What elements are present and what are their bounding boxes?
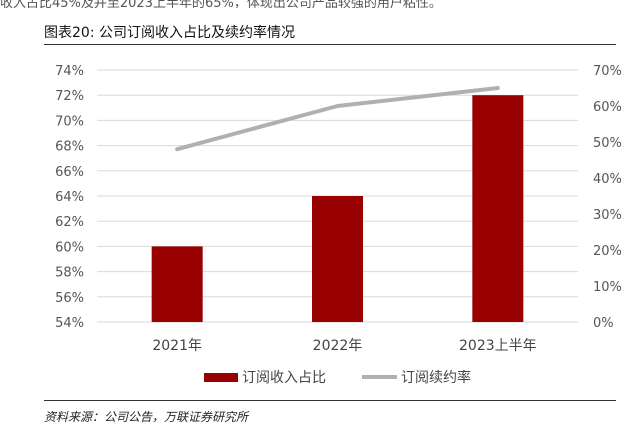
category-label: 2021年	[152, 338, 202, 354]
right-tick-label: 0%	[593, 316, 614, 331]
source-note: 资料来源：公司公告，万联证券研究所	[44, 410, 249, 424]
right-tick-label: 60%	[593, 100, 622, 115]
category-labels: 2021年 2022年 2023上半年	[152, 338, 536, 354]
right-tick-label: 10%	[593, 280, 622, 295]
top-text-fragment: 收入占比45%及并至2023上半年的65%，体现出公司产品较强的用户粘性。	[0, 0, 442, 8]
left-axis-ticks: 54% 56% 58% 60% 62% 64% 66% 68% 70% 72% 74%	[55, 64, 84, 331]
right-tick-label: 50%	[593, 136, 622, 151]
bar	[472, 95, 524, 322]
bar-series	[151, 95, 524, 322]
legend-bar-swatch	[204, 373, 238, 382]
legend: 订阅收入占比 订阅续约率	[204, 369, 471, 386]
left-tick-label: 54%	[55, 316, 84, 331]
left-tick-label: 62%	[55, 215, 84, 230]
bar	[151, 246, 203, 322]
chart: 54% 56% 58% 60% 62% 64% 66% 68% 70% 72% 74% 0% 10% 2…	[55, 64, 622, 386]
right-axis-ticks: 0% 10% 20% 30% 40% 50% 60% 70%	[593, 64, 622, 331]
legend-label: 订阅收入占比	[242, 370, 326, 386]
right-tick-label: 20%	[593, 244, 622, 259]
title-divider	[44, 44, 616, 45]
left-tick-label: 72%	[55, 89, 84, 104]
left-tick-label: 74%	[55, 64, 84, 79]
left-tick-label: 68%	[55, 140, 84, 155]
left-tick-label: 60%	[55, 240, 84, 255]
legend-label: 订阅续约率	[401, 369, 471, 386]
left-tick-label: 64%	[55, 190, 84, 205]
figure-title: 图表20: 公司订阅收入占比及续约率情况	[44, 25, 295, 41]
left-tick-label: 56%	[55, 291, 84, 306]
category-label: 2023上半年	[459, 338, 537, 354]
right-tick-label: 30%	[593, 208, 622, 223]
renewal-rate-line	[175, 86, 500, 152]
left-tick-label: 58%	[55, 266, 84, 281]
right-tick-label: 40%	[593, 172, 622, 187]
bar	[312, 196, 363, 322]
right-tick-label: 70%	[593, 64, 622, 79]
left-tick-label: 66%	[55, 165, 84, 180]
bottom-divider	[44, 400, 616, 401]
line-series	[175, 86, 500, 152]
left-tick-label: 70%	[55, 114, 84, 129]
category-label: 2022年	[313, 338, 363, 354]
